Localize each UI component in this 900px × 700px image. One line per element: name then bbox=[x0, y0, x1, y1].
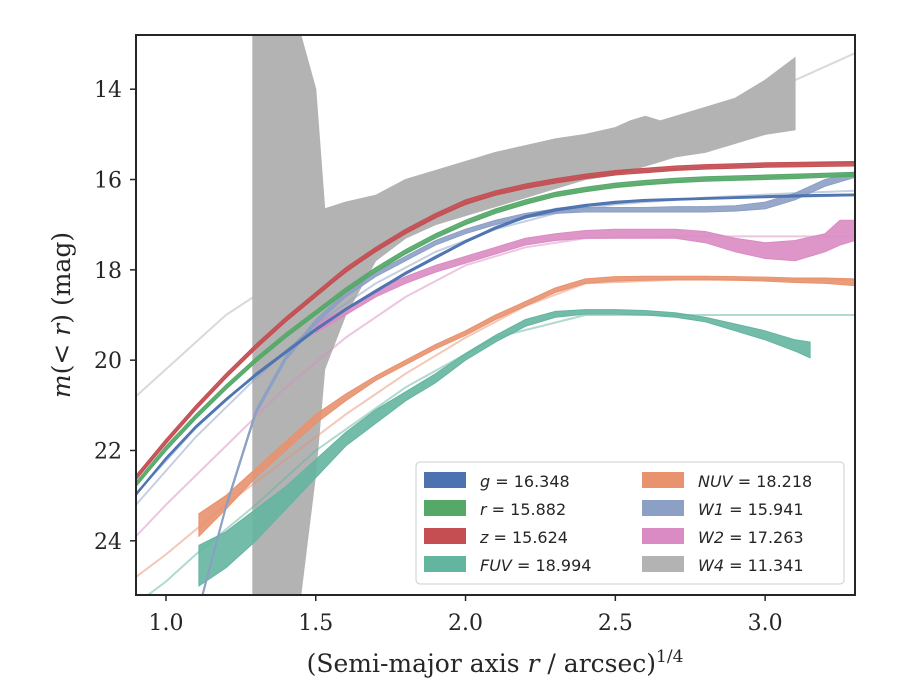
x-tick-label: 1.0 bbox=[148, 611, 183, 636]
series-r-band bbox=[136, 171, 855, 488]
series-nuv-band bbox=[198, 275, 855, 538]
y-axis: 14 16 18 20 22 24 bbox=[94, 78, 136, 555]
series-z-band bbox=[136, 160, 855, 481]
series-fuv-model-curve bbox=[146, 314, 855, 595]
y-tick-label: 20 bbox=[94, 349, 122, 374]
x-axis-title-var: r bbox=[528, 649, 542, 678]
y-axis-title-end: ) (mag) bbox=[47, 232, 76, 324]
legend-label-w2: W2 = 17.263 bbox=[698, 528, 804, 547]
series-w2-band bbox=[315, 219, 855, 334]
legend-value: = 18.218 bbox=[733, 472, 813, 491]
legend-value: = 17.263 bbox=[724, 528, 804, 547]
y-tick-label: 24 bbox=[94, 530, 122, 555]
x-axis-title: (Semi-major axis r / arcsec)1/4 bbox=[307, 647, 684, 678]
legend-label-fuv: FUV = 18.994 bbox=[480, 556, 591, 575]
legend-label-r: r = 15.882 bbox=[480, 500, 566, 519]
legend-label-w1: W1 = 15.941 bbox=[698, 500, 804, 519]
y-tick-label: 18 bbox=[94, 259, 122, 284]
legend-swatch-fuv bbox=[424, 556, 466, 572]
x-axis: 1.0 1.5 2.0 2.5 3.0 bbox=[148, 595, 783, 636]
legend-var: FUV bbox=[480, 556, 513, 575]
legend-var: W1 bbox=[698, 500, 724, 519]
legend-value: = 18.994 bbox=[512, 556, 592, 575]
legend-var: r bbox=[480, 500, 488, 519]
legend-value: = 16.348 bbox=[490, 472, 570, 491]
y-axis-title-mid: (< bbox=[47, 336, 76, 375]
legend-swatch-w2 bbox=[642, 528, 684, 544]
y-axis-title-m: m bbox=[47, 374, 76, 398]
y-tick-label: 14 bbox=[94, 78, 122, 103]
y-tick-label: 22 bbox=[94, 439, 122, 464]
x-tick-label: 2.0 bbox=[448, 611, 483, 636]
legend-swatch-w1 bbox=[642, 500, 684, 516]
legend-value: = 15.941 bbox=[724, 500, 804, 519]
x-axis-title-suffix: / arcsec) bbox=[539, 649, 656, 678]
y-tick-label: 16 bbox=[94, 169, 122, 194]
series-g-band bbox=[136, 193, 855, 497]
x-tick-label: 3.0 bbox=[748, 611, 783, 636]
legend-swatch-w4 bbox=[642, 556, 684, 572]
x-axis-title-prefix: (Semi-major axis bbox=[307, 649, 528, 678]
series-w1-band bbox=[201, 172, 855, 595]
legend-var: z bbox=[479, 528, 489, 547]
y-axis-title-r: r bbox=[47, 322, 76, 336]
legend-value: = 15.624 bbox=[488, 528, 568, 547]
series-fuv-band bbox=[198, 309, 811, 587]
legend-var: W2 bbox=[698, 528, 724, 547]
legend-label-nuv: NUV = 18.218 bbox=[698, 472, 812, 491]
legend-swatch-nuv bbox=[642, 472, 684, 488]
legend-swatch-g bbox=[424, 472, 466, 488]
legend-value: = 11.341 bbox=[724, 556, 804, 575]
legend-var: W4 bbox=[698, 556, 724, 575]
legend-label-z: z = 15.624 bbox=[479, 528, 568, 547]
x-tick-label: 1.5 bbox=[298, 611, 333, 636]
legend-label-w4: W4 = 11.341 bbox=[698, 556, 804, 575]
legend-swatch-r bbox=[424, 500, 466, 516]
y-axis-title: m(< r) (mag) bbox=[47, 232, 76, 398]
legend-value: = 15.882 bbox=[487, 500, 567, 519]
legend-swatch-z bbox=[424, 528, 466, 544]
legend-var: NUV bbox=[698, 472, 734, 491]
series-layer bbox=[136, 35, 855, 595]
legend-var: g bbox=[480, 472, 490, 491]
legend-label-g: g = 16.348 bbox=[480, 472, 570, 491]
plot-frame bbox=[135, 34, 856, 596]
legend-box bbox=[415, 461, 845, 585]
x-tick-label: 2.5 bbox=[598, 611, 633, 636]
x-axis-title-exponent: 1/4 bbox=[656, 647, 683, 667]
